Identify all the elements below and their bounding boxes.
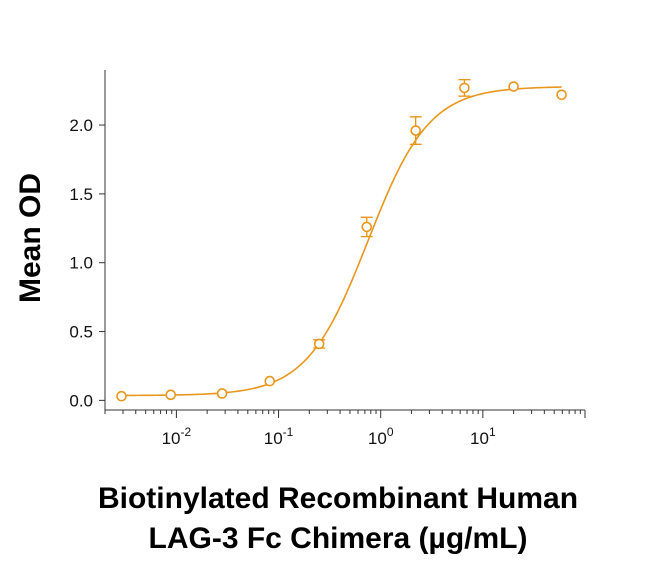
data-point-7: [409, 116, 422, 146]
data-point-1: [116, 390, 127, 402]
data-marker: [313, 338, 325, 350]
data-marker: [216, 388, 228, 399]
y-tick-label: 0.0: [69, 391, 93, 410]
y-axis-ticks: 0.0 0.5 1.0 1.5 2.0: [69, 116, 105, 410]
data-marker: [459, 82, 470, 94]
data-marker: [165, 389, 177, 401]
fit-curve-layer: [121, 86, 562, 397]
data-point-10: [556, 89, 567, 101]
data-point-4: [264, 375, 276, 387]
x-axis-ticks: 10-2 10-1 100 101: [104, 410, 586, 448]
data-marker: [556, 89, 567, 101]
x-axis-title-line-2: LAG-3 Fc Chimera (µg/mL): [149, 522, 528, 555]
y-tick-label: 2.0: [69, 116, 93, 135]
data-points-layer: [116, 78, 567, 402]
data-point-8: [458, 78, 471, 97]
data-point-3: [216, 388, 228, 399]
x-tick-label: 100: [368, 425, 394, 448]
data-point-5: [313, 338, 326, 350]
y-tick-label: 1.0: [69, 254, 93, 273]
y-tick-label: 1.5: [69, 185, 93, 204]
data-point-6: [360, 216, 373, 238]
data-point-9: [508, 81, 519, 92]
x-tick-label: 10-2: [162, 425, 192, 448]
data-point-2: [165, 389, 177, 401]
y-tick-label: 0.5: [69, 323, 93, 342]
fit-curve: [121, 86, 562, 397]
data-marker: [410, 125, 421, 136]
data-marker: [116, 390, 127, 402]
x-tick-label: 101: [470, 425, 496, 448]
data-marker: [508, 81, 519, 92]
x-tick-label: 10-1: [264, 425, 294, 448]
y-axis-title: Mean OD: [14, 173, 47, 303]
axes: [104, 70, 585, 411]
data-marker: [361, 221, 373, 233]
x-axis-title-line-1: Biotinylated Recombinant Human: [98, 482, 578, 515]
data-marker: [264, 375, 276, 387]
